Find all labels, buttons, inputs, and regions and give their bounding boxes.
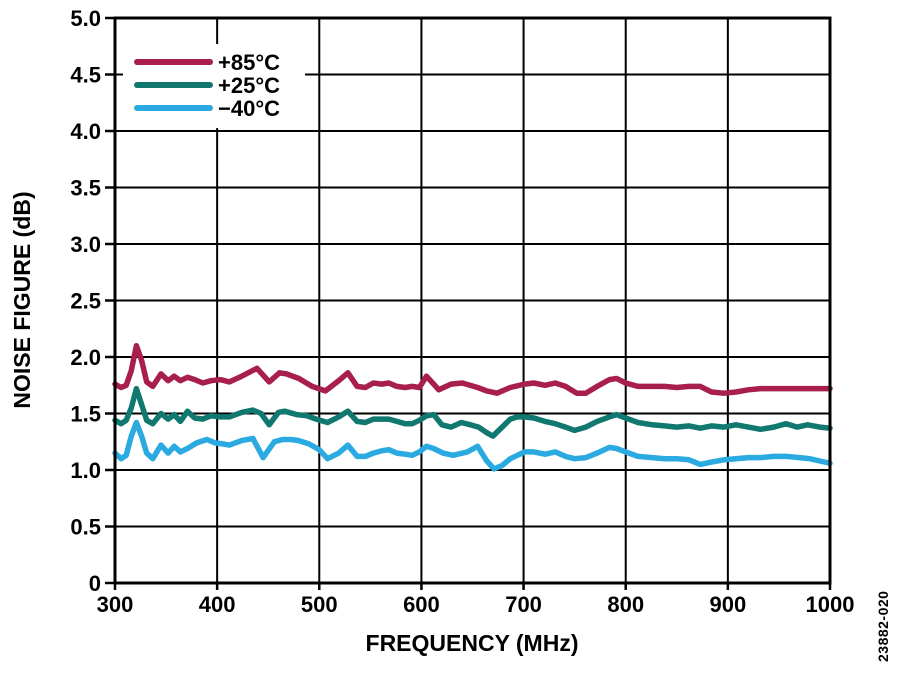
legend-label-0: +85°C	[218, 50, 280, 75]
legend-label-1: +25°C	[218, 73, 280, 98]
x-tick-label: 700	[505, 592, 542, 617]
y-tick-label: 2.0	[70, 345, 101, 370]
axis-tick-labels: 0 0.5 1.0 1.5 2.0 2.5 3.0 3.5 4.0 4.5 5.0 300 400 500…	[70, 6, 854, 617]
y-tick-label: 4.0	[70, 119, 101, 144]
y-tick-label: 4.5	[70, 63, 101, 88]
x-tick-label: 600	[403, 592, 440, 617]
series-line-2	[112, 419, 833, 472]
y-tick-label: 0	[89, 571, 101, 596]
x-tick-label: 400	[199, 592, 236, 617]
y-tick-label: 1.5	[70, 402, 101, 427]
x-tick-label: 500	[301, 592, 338, 617]
y-tick-label: 3.0	[70, 232, 101, 257]
x-tick-label: 1000	[806, 592, 855, 617]
y-tick-label: 5.0	[70, 6, 101, 31]
legend: +85°C+25°C−40°C	[123, 44, 305, 128]
figure-id-watermark: 23882-020	[875, 591, 891, 662]
series-lines	[112, 342, 833, 472]
y-tick-label: 2.5	[70, 289, 101, 314]
x-tick-label: 300	[97, 592, 134, 617]
y-tick-label: 0.5	[70, 515, 101, 540]
axis-ticks	[105, 16, 832, 590]
x-axis-title: FREQUENCY (MHz)	[366, 630, 579, 656]
series-line-1	[112, 385, 833, 439]
y-axis-title: NOISE FIGURE (dB)	[9, 191, 35, 408]
y-tick-label: 1.0	[70, 458, 101, 483]
series-line-0	[112, 342, 833, 396]
legend-label-2: −40°C	[218, 96, 280, 121]
x-tick-label: 900	[709, 592, 746, 617]
y-tick-label: 3.5	[70, 176, 101, 201]
x-tick-label: 800	[607, 592, 644, 617]
